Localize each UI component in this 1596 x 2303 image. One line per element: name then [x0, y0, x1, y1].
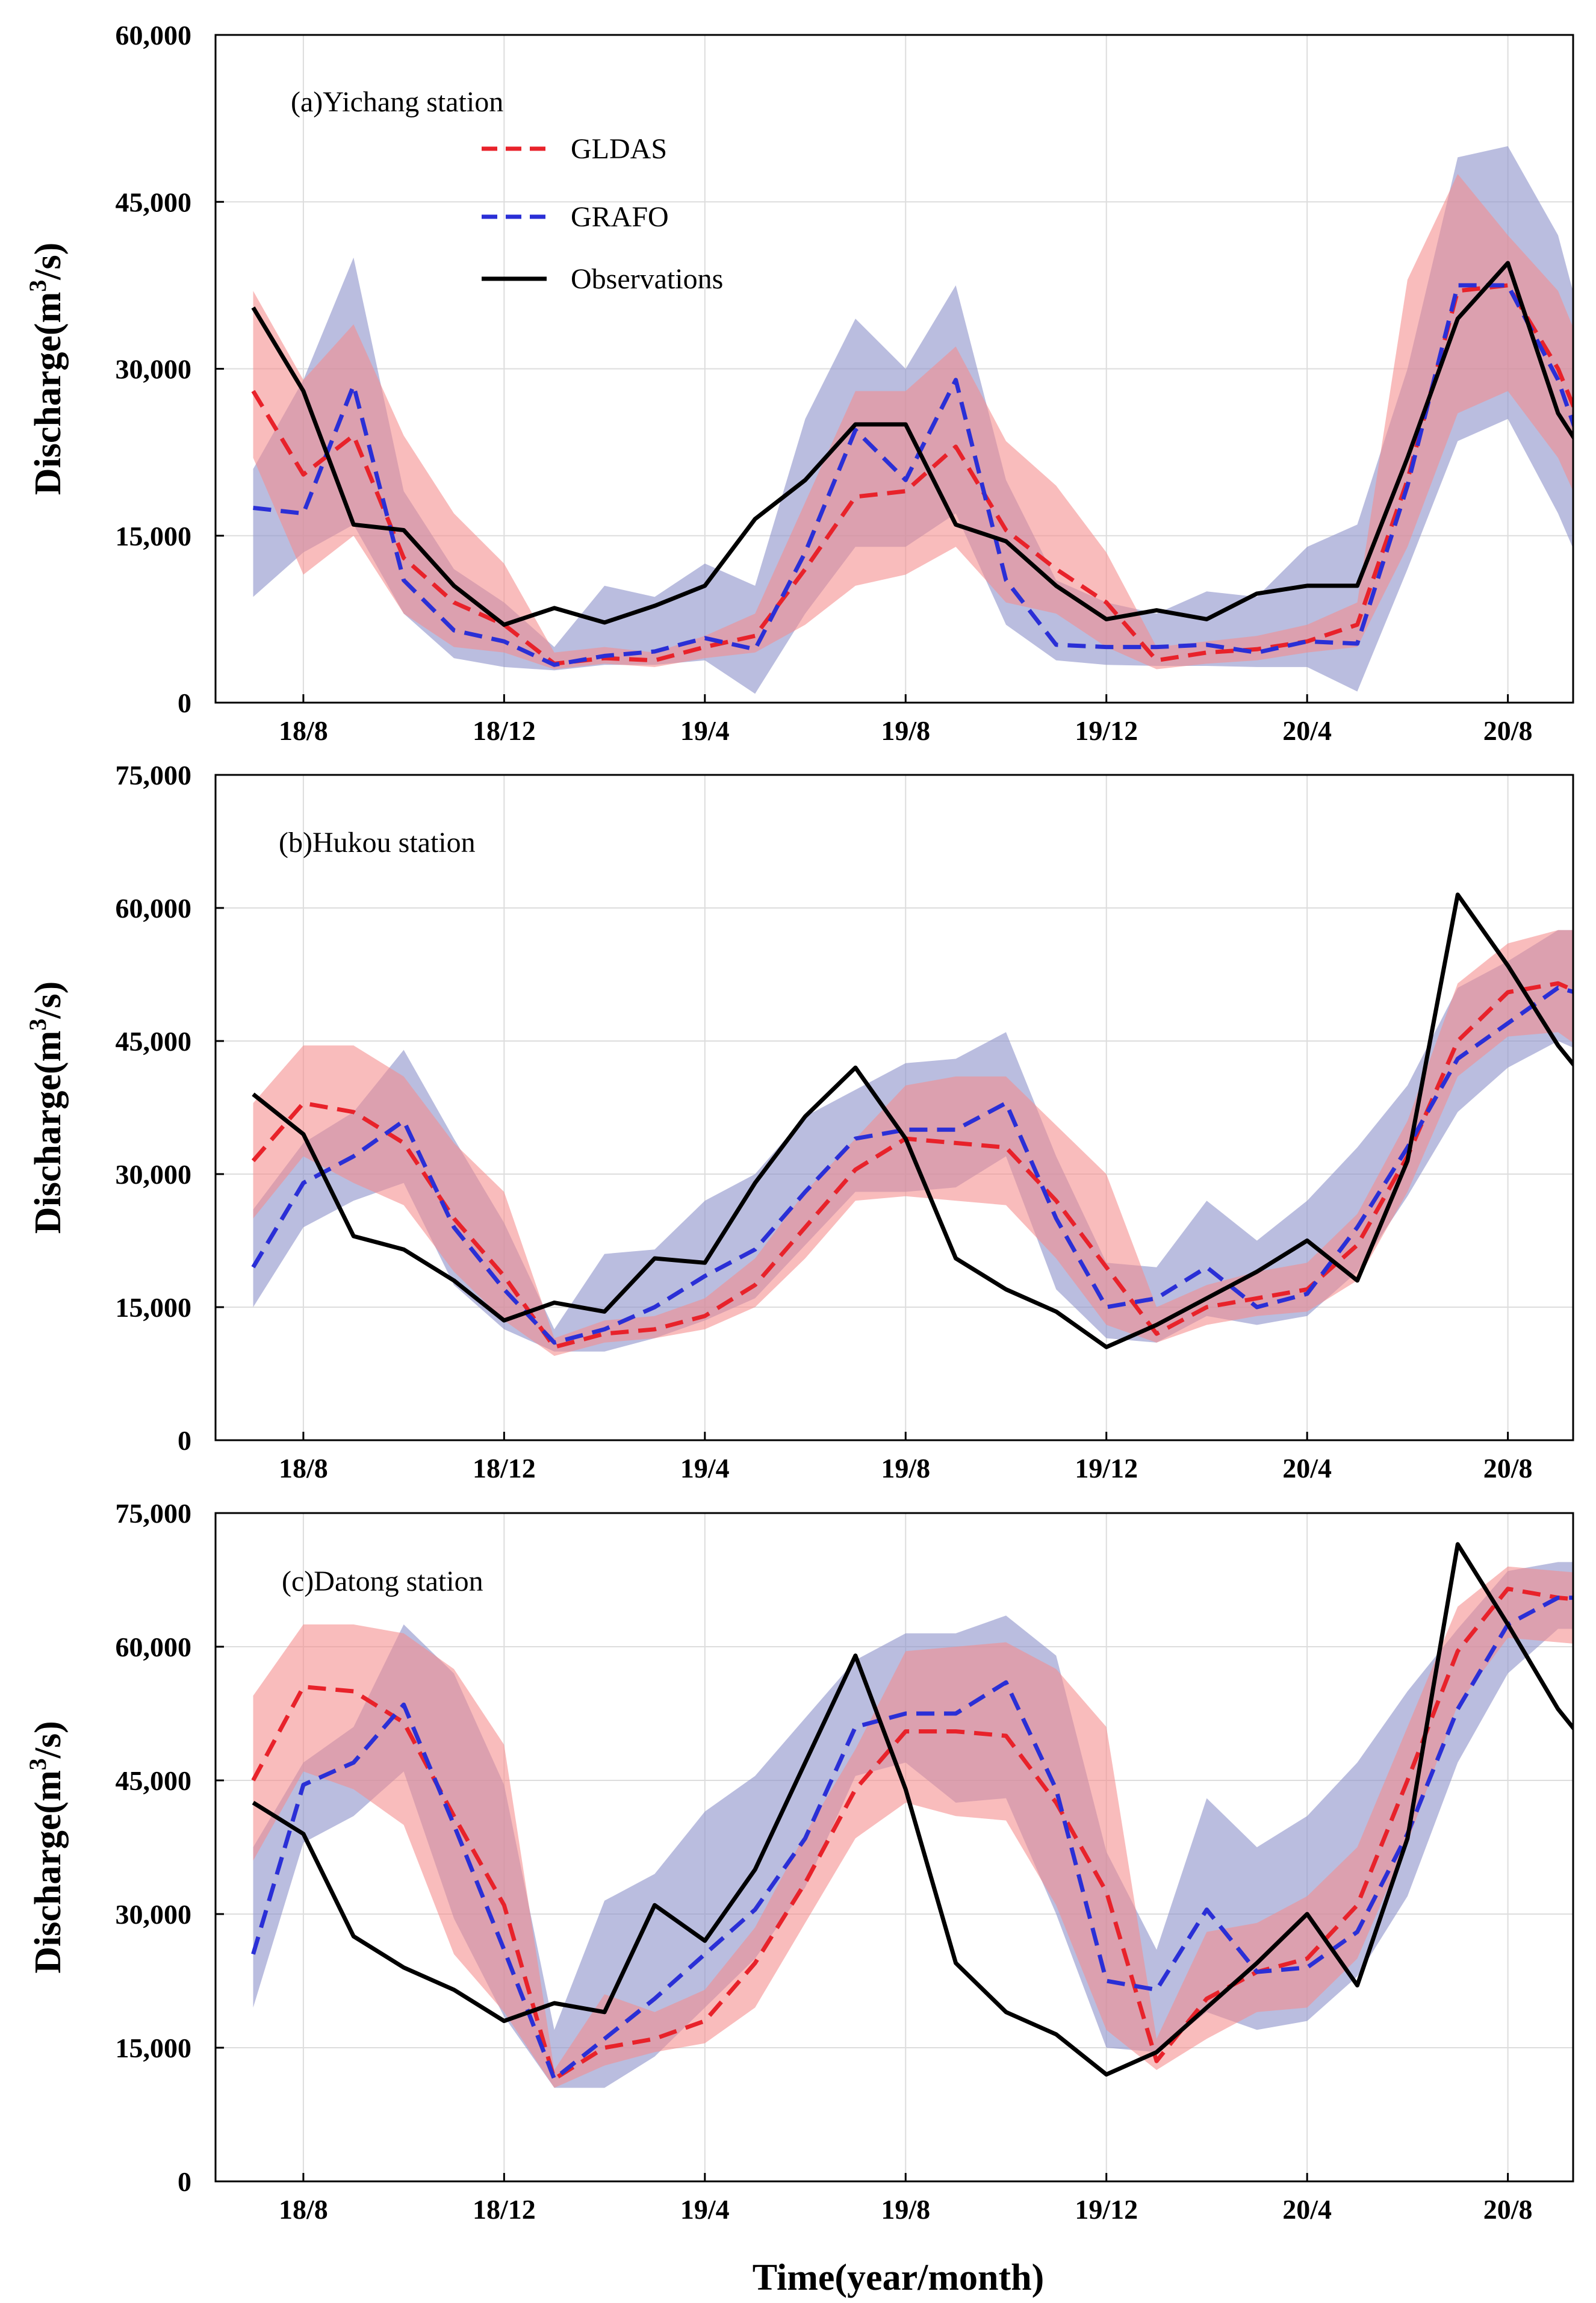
x-tick-label: 20/4 — [1282, 715, 1332, 746]
y-axis-label: Discharge(m3/s) — [24, 243, 69, 495]
y-tick-label: 60,000 — [116, 1632, 192, 1662]
observations-line — [251, 261, 1573, 627]
panel-title: (c)Datong station — [282, 1565, 483, 1597]
x-tick-label: 19/12 — [1075, 2194, 1138, 2225]
y-tick-label: 30,000 — [116, 354, 192, 385]
y-tick-label: 30,000 — [116, 1159, 192, 1190]
x-tick-label: 19/8 — [881, 2194, 930, 2225]
legend-item-grafo: GRAFO — [482, 201, 669, 233]
observations-line — [252, 892, 1573, 1349]
x-tick-label: 20/8 — [1483, 2194, 1533, 2225]
gldas-uncertainty-band — [253, 174, 1573, 670]
panels: 18/8 18/12 19/4 19/8 19/12 20/4 20/8 0 15,000 30,… — [24, 20, 1574, 2225]
x-tick-label: 19/12 — [1075, 715, 1138, 746]
x-tick-label: 19/8 — [881, 1453, 930, 1484]
y-tick-label: 15,000 — [116, 2033, 192, 2063]
grafo-line — [251, 986, 1573, 1345]
plot-area — [251, 146, 1573, 694]
x-tick-label: 19/4 — [680, 1453, 730, 1484]
observations-line — [252, 1542, 1573, 2077]
y-tick-label: 30,000 — [116, 1899, 192, 1930]
x-tick-label: 19/4 — [680, 2194, 730, 2225]
y-axis-label: Discharge(m3/s) — [24, 1721, 69, 1973]
legend-label: GLDAS — [571, 133, 667, 165]
x-tick-label: 18/8 — [279, 1453, 328, 1484]
y-tick-label: 0 — [178, 688, 191, 718]
y-tick-label: 75,000 — [116, 1498, 192, 1529]
y-tick-label: 60,000 — [116, 893, 192, 924]
plot-area — [251, 892, 1573, 1356]
y-tick-label: 75,000 — [116, 760, 192, 791]
x-tick-label: 18/8 — [279, 2194, 328, 2225]
x-tick-label: 18/8 — [279, 715, 328, 746]
panel-title: (b)Hukou station — [279, 827, 476, 859]
x-tick-label: 18/12 — [473, 715, 536, 746]
x-tick-label: 18/12 — [473, 1453, 536, 1484]
x-tick-label: 20/8 — [1483, 715, 1533, 746]
panel-2: 18/8 18/12 19/4 19/8 19/12 20/4 20/8 0 15,000 30,… — [24, 760, 1574, 1484]
panel-1: 18/8 18/12 19/4 19/8 19/12 20/4 20/8 0 15,000 30,… — [24, 20, 1574, 746]
gldas-line — [251, 981, 1573, 1349]
plot-frame — [214, 1512, 1574, 2183]
legend-item-observations: Observations — [482, 263, 723, 295]
x-tick-label: 19/8 — [881, 715, 930, 746]
x-tick-label: 19/4 — [680, 715, 730, 746]
x-tick-label: 20/4 — [1282, 1453, 1332, 1484]
y-tick-label: 15,000 — [116, 1292, 192, 1323]
panel-3: 18/8 18/12 19/4 19/8 19/12 20/4 20/8 0 15,000 30,… — [24, 1498, 1574, 2225]
y-tick-label: 15,000 — [116, 521, 192, 552]
y-tick-label: 60,000 — [116, 20, 192, 51]
y-axis-label: Discharge(m3/s) — [24, 981, 69, 1234]
panel-title: (a)Yichang station — [291, 86, 503, 118]
gldas-uncertainty-band — [253, 930, 1573, 1356]
legend-label: GRAFO — [571, 201, 669, 233]
y-tick-label: 45,000 — [116, 1026, 192, 1057]
grafo-line — [251, 1596, 1573, 2081]
x-tick-label: 20/8 — [1483, 1453, 1533, 1484]
x-tick-label: 19/12 — [1075, 1453, 1138, 1484]
x-tick-label: 18/12 — [473, 2194, 536, 2225]
legend-item-gldas: GLDAS — [482, 133, 667, 165]
legend: GLDAS GRAFO Observations — [482, 133, 723, 295]
x-tick-label: 20/4 — [1282, 2194, 1332, 2225]
y-tick-label: 0 — [178, 1425, 191, 1456]
legend-label: Observations — [571, 263, 723, 295]
plot-area — [251, 1542, 1573, 2088]
y-tick-label: 45,000 — [116, 1765, 192, 1796]
gldas-line — [251, 1587, 1573, 2081]
gldas-line — [251, 283, 1573, 666]
y-tick-label: 0 — [178, 2166, 191, 2197]
grafo-line — [253, 283, 1573, 667]
x-axis-label: Time(year/month) — [753, 2257, 1044, 2298]
plot-frame — [214, 774, 1574, 1441]
y-tick-label: 45,000 — [116, 187, 192, 217]
